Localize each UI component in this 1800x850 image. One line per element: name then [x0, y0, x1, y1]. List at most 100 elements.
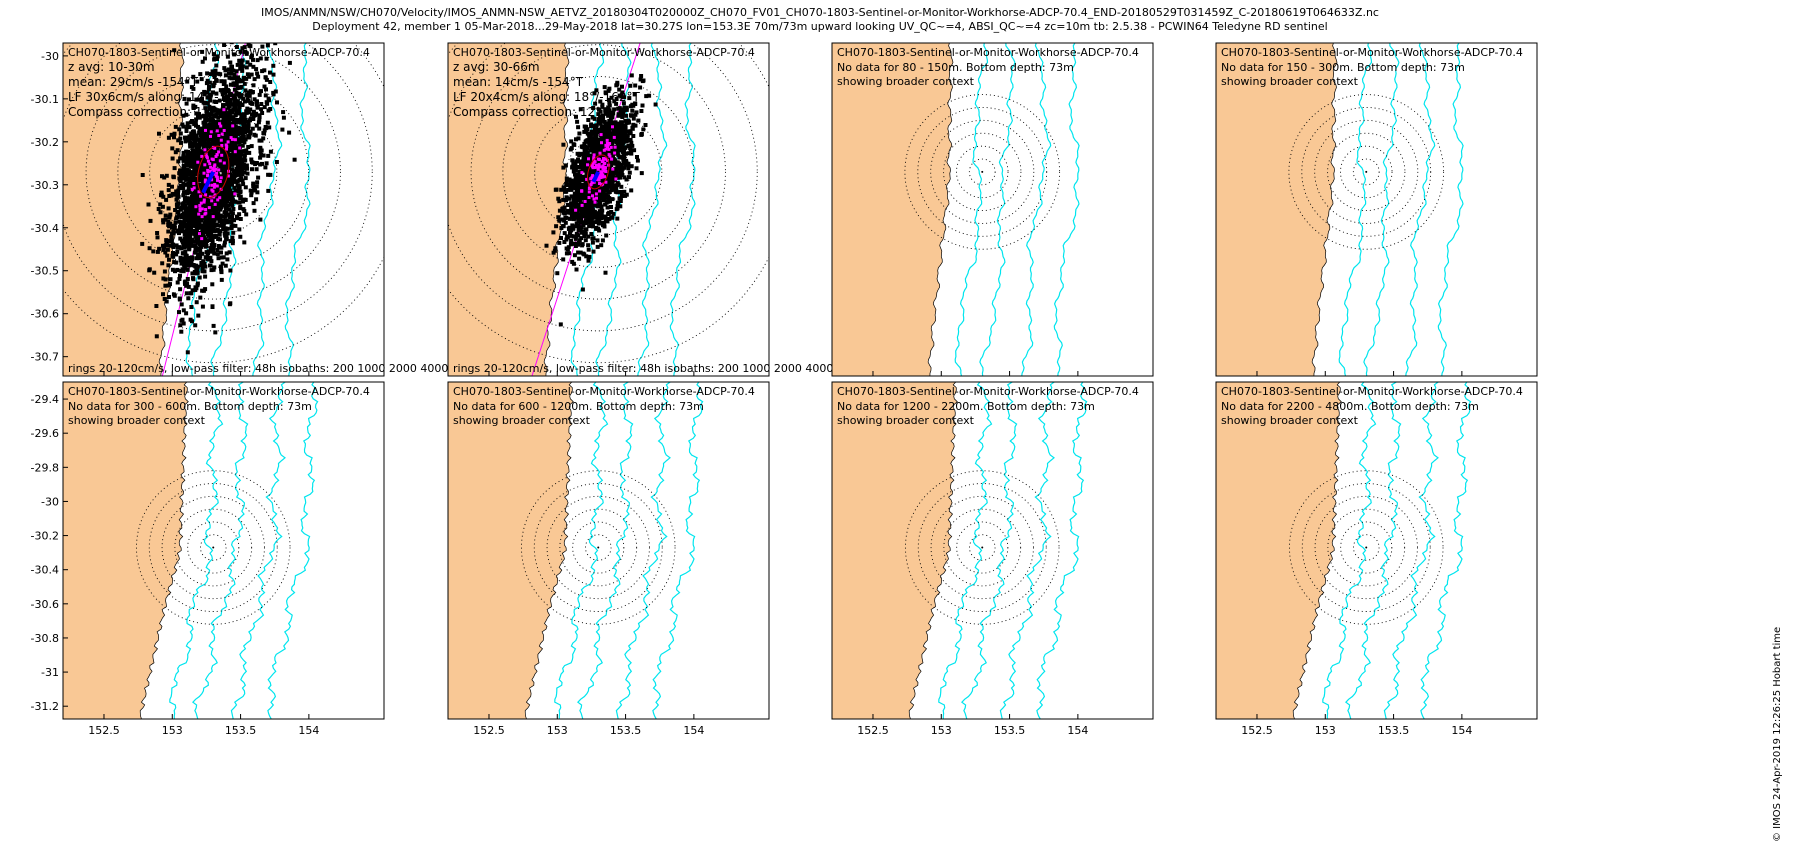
panel-frame: [1215, 42, 1538, 377]
x-tick-label: 154: [298, 724, 319, 737]
isobath-1000m: [979, 43, 1016, 376]
speed-ring-120: [1288, 94, 1445, 250]
isobath-2000m: [1383, 382, 1439, 719]
panel-frame: [62, 42, 385, 377]
x-tick-label: 153.5: [994, 724, 1026, 737]
x-tick-label: 153.5: [610, 724, 642, 737]
panel-6: CH070-1803-Sentinel-or-Monitor-Workhorse…: [447, 381, 770, 737]
panel-info-line: z avg: 30-66m: [453, 60, 540, 74]
land-area: [1216, 382, 1342, 719]
isobath-4000m: [1437, 43, 1464, 376]
y-tick-label: -29.8: [31, 461, 59, 474]
speed-ring-120: [905, 470, 1060, 625]
land-area: [448, 382, 574, 719]
panel-frame: [447, 42, 770, 377]
speed-ring-20: [585, 534, 612, 561]
panel-info-line: Compass correction: 12°: [68, 105, 216, 119]
speed-ring-100: [1301, 107, 1432, 237]
panel-frame: [831, 42, 1154, 377]
isobath-1000m: [577, 382, 634, 719]
panel-title: CH070-1803-Sentinel-or-Monitor-Workhorse…: [837, 385, 1139, 398]
panel-plot-area: [832, 382, 1153, 719]
panel-plot-area: [1216, 382, 1537, 719]
isobath-1000m: [1345, 382, 1402, 719]
isobath-4000m: [669, 43, 696, 376]
panel-frame: [447, 381, 770, 720]
speed-ring-100: [448, 43, 758, 332]
speed-ring-80: [546, 495, 650, 600]
mean-vector: [591, 171, 601, 183]
panel-frame: [62, 381, 385, 720]
speed-ring-60: [559, 508, 638, 587]
speed-ring-120: [904, 94, 1061, 250]
speed-ring-80: [85, 44, 341, 300]
panel-info-line: No data for 300 - 600m. Bottom depth: 73…: [68, 400, 312, 413]
speed-ring-60: [1327, 508, 1406, 587]
speed-ring-20: [1353, 534, 1380, 561]
panel-plot-area: [63, 43, 384, 376]
speed-ring-80: [930, 495, 1034, 600]
x-tick-label: 152.5: [1241, 724, 1273, 737]
speed-ring-40: [187, 521, 240, 574]
isobath-4000m: [1420, 382, 1472, 719]
isobath-2000m: [1021, 43, 1052, 376]
panel-info-line: showing broader context: [1221, 414, 1359, 427]
isobath-4000m: [1053, 43, 1080, 376]
y-tick-label: -30.4: [31, 564, 59, 577]
panel-plot-area: [832, 43, 1153, 376]
isobath-200m: [169, 382, 224, 719]
panel-info-line: mean: 14cm/s -154°T: [453, 75, 584, 89]
y-tick-label: -30.5: [31, 265, 59, 278]
panel-plot-area: [63, 382, 384, 719]
panel-plot-area: [448, 382, 769, 719]
station-marker: [597, 546, 600, 549]
isobath-200m: [1322, 382, 1377, 719]
speed-ring-120: [1289, 470, 1444, 625]
panel-title: CH070-1803-Sentinel-or-Monitor-Workhorse…: [453, 46, 755, 59]
station-marker: [1365, 546, 1368, 549]
speed-ring-60: [502, 76, 695, 268]
panel-info-line: No data for 2200 - 4800m. Bottom depth: …: [1221, 400, 1479, 413]
speed-ring-40: [534, 107, 663, 236]
header-line-1: IMOS/ANMN/NSW/CH070/Velocity/IMOS_ANMN-N…: [261, 6, 1379, 19]
y-tick-label: -30.1: [31, 93, 59, 106]
speed-ring-40: [572, 521, 625, 574]
isobath-1000m: [961, 382, 1018, 719]
variance-ellipse: [586, 154, 610, 190]
speed-ring-120: [136, 470, 291, 625]
land-area: [832, 43, 954, 376]
speed-ring-80: [1314, 119, 1419, 224]
y-tick-label: -30: [41, 495, 59, 508]
isobath-4000m: [1036, 382, 1088, 719]
y-tick-label: -30.7: [31, 351, 59, 364]
speed-ring-40: [149, 107, 278, 236]
panel-title: CH070-1803-Sentinel-or-Monitor-Workhorse…: [68, 385, 370, 398]
header-line-2: Deployment 42, member 1 05-Mar-2018...29…: [312, 20, 1328, 33]
x-tick-label: 152.5: [857, 724, 889, 737]
panel-info-line: showing broader context: [453, 414, 591, 427]
x-tick-label: 154: [1451, 724, 1472, 737]
y-tick-label: -31: [41, 666, 59, 679]
speed-ring-60: [943, 508, 1022, 587]
panel-info-line: LF 20x4cm/s along: 18°/-162°T: [453, 90, 640, 104]
speed-ring-40: [956, 145, 1009, 199]
y-tick-label: -30.2: [31, 136, 59, 149]
station-marker: [1365, 170, 1368, 173]
x-tick-label: 153: [1315, 724, 1336, 737]
mean-vector: [201, 171, 216, 194]
x-tick-label: 153: [931, 724, 952, 737]
x-tick-label: 153.5: [1378, 724, 1410, 737]
velocity-scatter: [140, 43, 297, 355]
isobath-2000m: [615, 382, 671, 719]
isobath-200m: [554, 382, 609, 719]
speed-ring-100: [148, 483, 278, 612]
y-tick-label: -30.3: [31, 179, 59, 192]
speed-ring-80: [1314, 495, 1418, 600]
panel-title: CH070-1803-Sentinel-or-Monitor-Workhorse…: [837, 46, 1139, 59]
speed-ring-40: [1340, 521, 1393, 574]
panel-1: CH070-1803-Sentinel-or-Monitor-Workhorse…: [31, 42, 459, 377]
x-tick-label: 152.5: [88, 724, 120, 737]
panel-title: CH070-1803-Sentinel-or-Monitor-Workhorse…: [453, 385, 755, 398]
panel-8: CH070-1803-Sentinel-or-Monitor-Workhorse…: [1215, 381, 1538, 737]
